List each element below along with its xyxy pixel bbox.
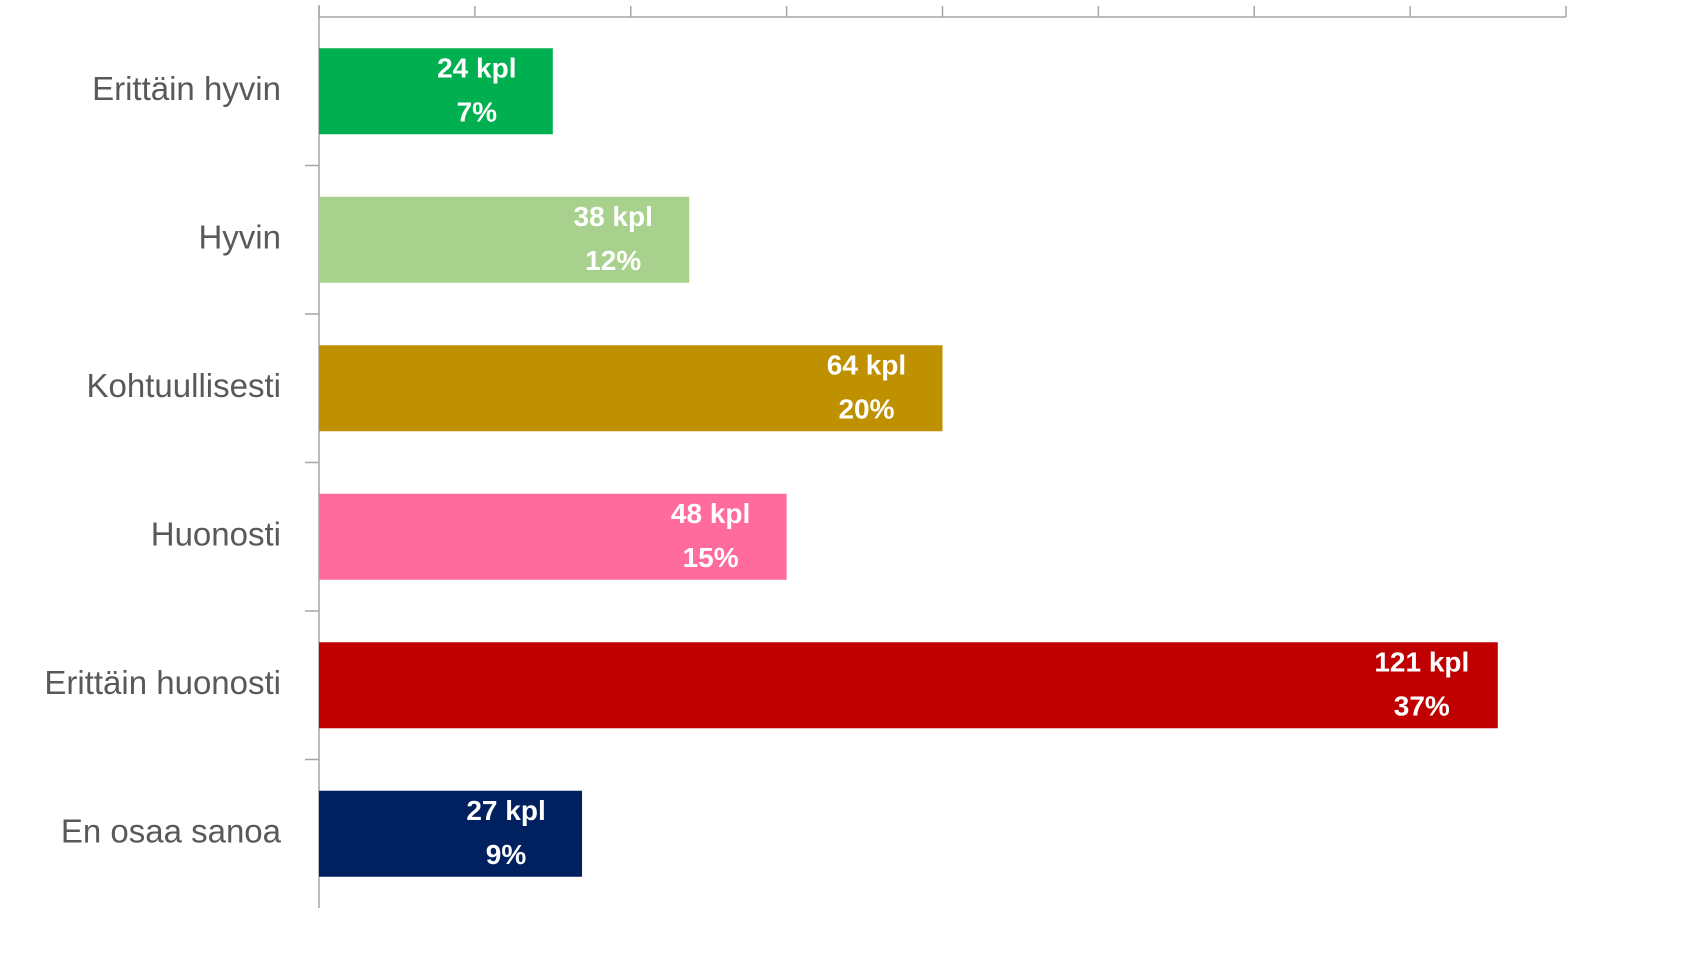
percent-label: 12% [585,245,641,276]
bar [319,642,1498,729]
bar [319,196,690,283]
percent-label: 20% [838,394,894,425]
percent-label: 7% [457,97,498,128]
value-label: 64 kpl [827,350,906,381]
bar [319,345,943,432]
category-label: En osaa sanoa [61,812,282,849]
value-label: 38 kpl [574,201,653,232]
category-label: Huonosti [151,515,281,552]
percent-label: 9% [486,839,527,870]
category-label: Erittäin huonosti [44,664,281,701]
category-label: Kohtuullisesti [87,367,281,404]
value-label: 24 kpl [437,53,516,84]
percent-label: 15% [683,542,739,573]
value-label: 27 kpl [466,795,545,826]
category-label: Hyvin [198,218,281,255]
category-label: Erittäin hyvin [92,70,281,107]
value-label: 121 kpl [1374,647,1469,678]
bar [319,48,553,135]
value-label: 48 kpl [671,498,750,529]
bar [319,790,583,877]
percent-label: 37% [1394,691,1450,722]
bar [319,493,787,580]
